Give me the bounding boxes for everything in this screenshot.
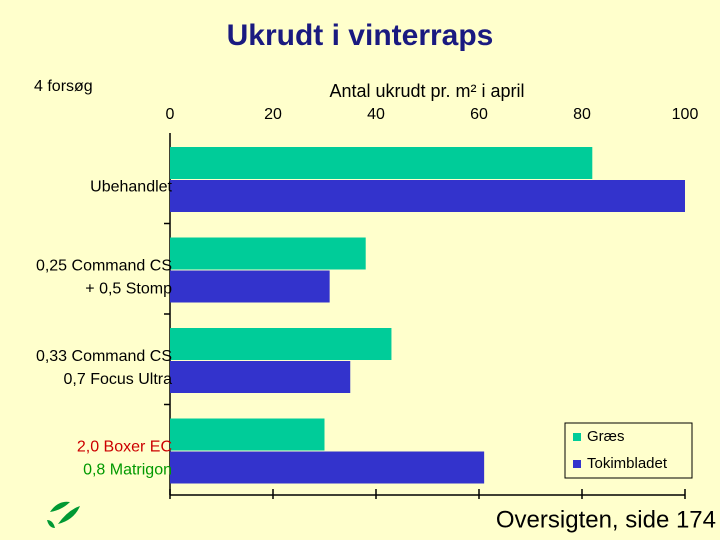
y-tick-label: 0,7 Focus Ultra <box>64 371 173 388</box>
x-tick-label: 100 <box>672 106 699 123</box>
x-tick-label: 40 <box>367 106 385 123</box>
bar <box>170 237 366 270</box>
x-tick-label: 0 <box>166 106 175 123</box>
legend-label: Tokimbladet <box>587 455 668 472</box>
legend-swatch <box>573 460 581 468</box>
x-tick-label: 80 <box>573 106 591 123</box>
chart-title: Ukrudt i vinterraps <box>227 19 494 52</box>
y-tick-label: Ubehandlet <box>90 178 172 195</box>
y-tick-label: 0,25 Command CS <box>36 257 172 274</box>
y-tick-label: 2,0 Boxer EC <box>77 438 172 455</box>
x-tick-label: 60 <box>470 106 488 123</box>
bar <box>170 328 392 360</box>
bar <box>170 361 351 393</box>
bar <box>170 147 593 179</box>
y-tick-label: + 0,5 Stomp <box>85 280 172 297</box>
footer: Oversigten, side 174 <box>496 506 716 533</box>
legend-box <box>564 422 693 479</box>
legend-swatch <box>573 433 581 441</box>
legend-label: Græs <box>587 428 625 445</box>
bar <box>170 270 330 303</box>
bar <box>170 418 325 451</box>
chart-subtitle: 4 forsøg <box>34 78 93 95</box>
x-axis-label: Antal ukrudt pr. m² i april <box>329 81 524 101</box>
x-tick-label: 20 <box>264 106 282 123</box>
y-tick-label: 0,8 Matrigon <box>83 461 172 478</box>
y-tick-label: 0,33 Command CS <box>36 348 172 365</box>
logo <box>47 501 80 528</box>
bar <box>170 180 685 212</box>
bar <box>170 451 485 484</box>
